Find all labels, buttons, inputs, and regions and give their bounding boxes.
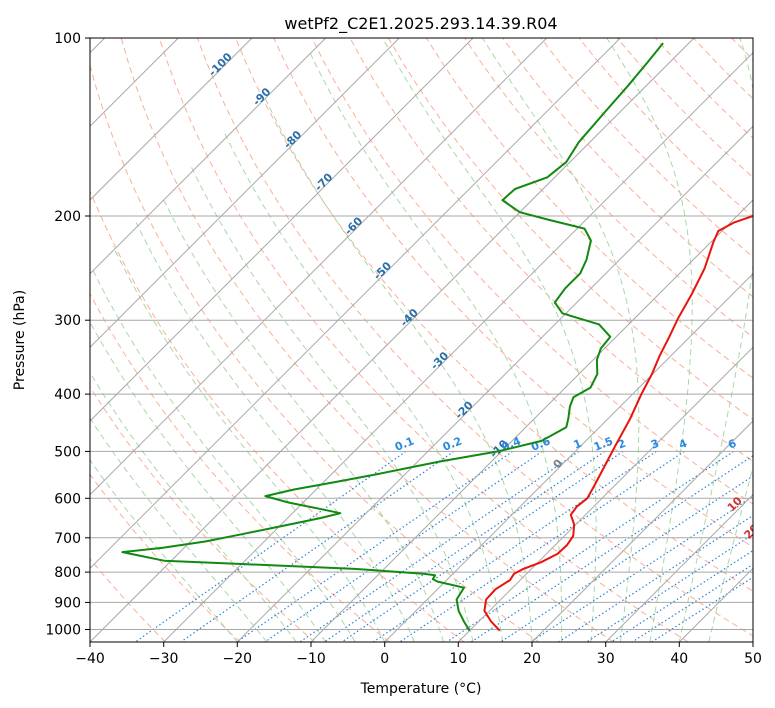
y-tick-label: 500 — [54, 444, 81, 460]
moist-adiabat-line — [308, 50, 563, 642]
plot-area: -100-90-80-70-60-50-40-30-20-1000.1 0.2 0.… — [90, 38, 770, 642]
x-tick-label: −10 — [296, 651, 326, 667]
mixing-ratio-line — [586, 533, 753, 642]
adiabat-label: 30 — [750, 550, 770, 570]
dry-adiabat-line — [90, 292, 390, 642]
mixing-ratio-line — [372, 450, 657, 642]
y-tick-label: 400 — [54, 387, 81, 403]
y-tick-label: 800 — [54, 565, 81, 581]
x-tick-label: 30 — [597, 651, 615, 667]
mixing-ratio-label: 2 — [616, 437, 628, 452]
chart-title: wetPf2_C2E1.2025.293.14.39.R04 — [284, 14, 557, 34]
isotherm-line — [163, 51, 753, 642]
moist-adiabat-line — [190, 166, 474, 642]
x-tick-label: −40 — [75, 651, 105, 667]
isotherm-line — [384, 272, 753, 642]
adiabat-label: 20 — [742, 521, 762, 541]
sounding-series — [121, 42, 753, 632]
x-tick-label: 50 — [744, 651, 762, 667]
moist-adiabat-line — [91, 267, 356, 642]
mixing-ratio-label: 1 — [572, 437, 584, 452]
x-tick-label: 0 — [380, 651, 389, 667]
mixing-ratio-line — [500, 475, 753, 642]
dry-adiabat-line — [90, 63, 540, 642]
isotherm-line — [236, 125, 753, 642]
dry-adiabat-line — [425, 38, 753, 379]
moist-adiabat-line — [90, 417, 268, 642]
isotherm-line — [90, 38, 474, 422]
mixing-ratio-line — [399, 450, 685, 642]
moist-adiabat-line — [382, 38, 597, 642]
mixing-ratio-line — [180, 450, 455, 642]
dry-adiabat-line — [387, 38, 753, 421]
dry-adiabat-line — [158, 38, 689, 642]
moist-adiabat-line — [90, 459, 238, 642]
temperature-profile-line — [483, 214, 753, 632]
mixing-ratio-line — [610, 549, 753, 642]
isotherm-line — [310, 199, 753, 642]
isotherm-line — [90, 38, 621, 570]
plot-frame — [89, 37, 754, 643]
isotherm-lines — [90, 38, 753, 642]
y-axis-ticks: 100 200 300 400 500 600 700 800 900 1000 — [45, 31, 90, 639]
x-axis-ticks: −40 −30 −20 −10 0 10 20 30 40 50 — [75, 642, 762, 667]
y-axis-label: Pressure (hPa) — [12, 290, 28, 390]
mixing-ratio-line — [341, 450, 624, 642]
isobar-gridlines — [90, 38, 753, 630]
mixing-ratio-line — [299, 450, 580, 642]
moist-adiabat-line — [112, 246, 386, 642]
isotherm-line — [90, 38, 327, 275]
mixing-ratio-line — [470, 454, 753, 642]
dewpoint-profile-line — [121, 42, 664, 632]
moist-adiabat-line — [481, 38, 640, 642]
y-tick-label: 100 — [54, 31, 81, 47]
x-tick-label: 20 — [523, 651, 541, 667]
dry-adiabat-line — [349, 38, 753, 463]
dry-adiabat-line — [502, 38, 753, 298]
y-tick-label: 300 — [54, 313, 81, 329]
isotherm-line — [457, 346, 753, 642]
dry-adiabat-line — [90, 473, 241, 642]
moist-adiabat-line — [263, 95, 533, 642]
dry-adiabat-line — [311, 38, 753, 505]
moist-adiabat-line — [678, 38, 753, 642]
mixing-ratio-line — [264, 450, 543, 642]
y-tick-label: 900 — [54, 595, 81, 611]
dry-adiabat-line — [90, 385, 316, 642]
dry-adiabat-line — [120, 38, 614, 642]
x-tick-label: 40 — [670, 651, 688, 667]
mixing-ratio-line — [134, 450, 407, 642]
mixing-ratio-line — [446, 450, 734, 642]
y-tick-label: 600 — [54, 491, 81, 507]
mixing-ratio-label: 3 — [649, 437, 661, 452]
x-axis-label: Temperature (°C) — [360, 681, 482, 697]
x-tick-label: −30 — [149, 651, 179, 667]
x-tick-label: 10 — [449, 651, 467, 667]
mixing-ratio-line — [323, 450, 606, 642]
moist-adiabat-line — [606, 38, 693, 642]
y-tick-label: 1000 — [45, 623, 81, 639]
x-tick-label: −20 — [223, 651, 253, 667]
moist-adiabat-line — [90, 321, 327, 642]
isotherm-line — [531, 420, 753, 642]
dry-adiabat-line — [273, 38, 753, 548]
dry-adiabat-line — [90, 189, 465, 642]
isotherm-line — [90, 38, 548, 496]
isotherm-line — [90, 38, 695, 642]
y-tick-label: 700 — [54, 531, 81, 547]
moist-adiabat-line — [708, 465, 753, 642]
isotherm-line — [90, 38, 400, 349]
mixing-ratio-lines — [134, 450, 753, 642]
isotherm-line — [605, 493, 753, 642]
isotherm-line — [90, 38, 253, 201]
dry-adiabat-line — [464, 38, 753, 338]
y-tick-label: 200 — [54, 209, 81, 225]
